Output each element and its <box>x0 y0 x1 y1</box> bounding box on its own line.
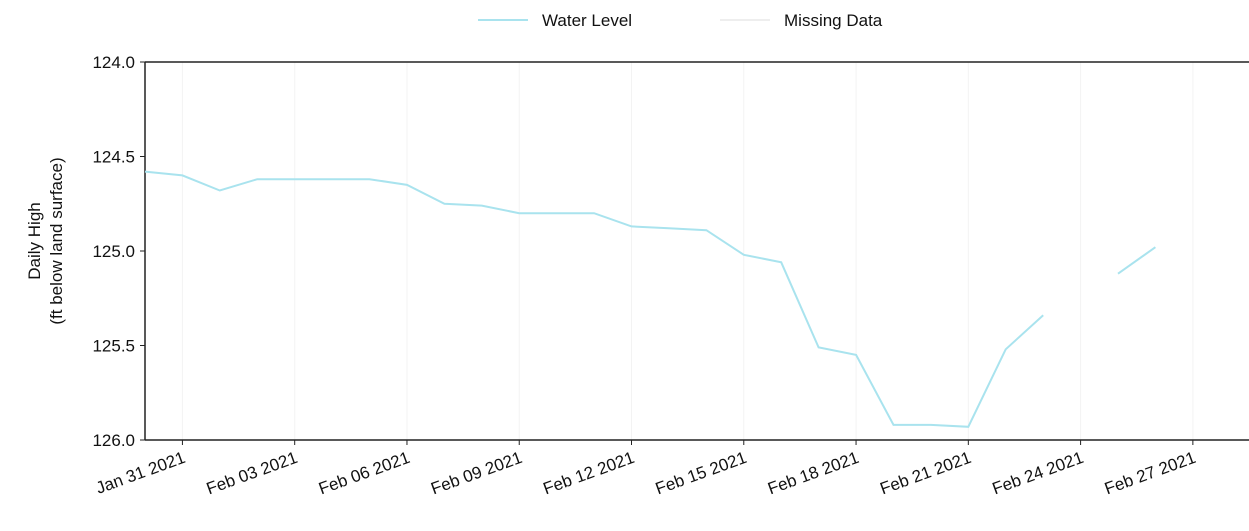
x-tick-label: Feb 24 2021 <box>990 448 1086 499</box>
y-tick-label: 126.0 <box>92 431 135 450</box>
y-axis-label-line: (ft below land surface) <box>47 157 66 324</box>
x-tick-label: Feb 03 2021 <box>204 448 300 499</box>
x-tick-label: Feb 15 2021 <box>653 448 749 499</box>
legend-label: Water Level <box>542 11 632 30</box>
x-tick-label: Feb 06 2021 <box>316 448 412 499</box>
x-tick-label: Feb 27 2021 <box>1102 448 1198 499</box>
legend-label: Missing Data <box>784 11 883 30</box>
x-tick-label: Feb 21 2021 <box>877 448 973 499</box>
y-tick-label: 124.5 <box>92 148 135 167</box>
x-tick-label: Feb 18 2021 <box>765 448 861 499</box>
x-tick-label: Feb 09 2021 <box>428 448 524 499</box>
x-tick-label: Feb 12 2021 <box>541 448 637 499</box>
series-line <box>144 170 1156 428</box>
y-tick-label: 125.5 <box>92 337 135 356</box>
y-tick-label: 124.0 <box>92 53 135 72</box>
y-axis-label: Daily High (ft below land surface) <box>25 157 66 324</box>
y-tick-label: 125.0 <box>92 242 135 261</box>
y-axis-label-line: Daily High <box>25 202 44 279</box>
x-tick-label: Jan 31 2021 <box>93 448 187 498</box>
